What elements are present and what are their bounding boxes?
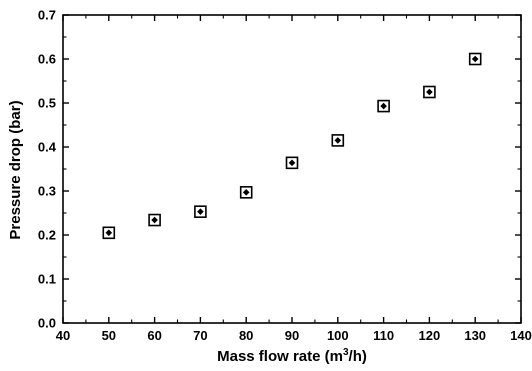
y-tick-label: 0.2 bbox=[38, 228, 56, 243]
data-point-square bbox=[148, 213, 161, 227]
data-point-square bbox=[285, 156, 299, 170]
data-point-dot bbox=[334, 137, 342, 144]
data-point-square bbox=[423, 85, 436, 99]
x-tick-label: 50 bbox=[102, 328, 116, 343]
y-axis-title: Pressure drop (bar) bbox=[7, 100, 24, 239]
data-point-square bbox=[331, 134, 345, 147]
x-axis-title-superscript: 3 bbox=[343, 347, 349, 358]
data-point bbox=[468, 52, 482, 66]
y-tick-label: 0.7 bbox=[38, 8, 56, 23]
y-tick-label: 0.5 bbox=[38, 96, 56, 111]
x-tick-label: 60 bbox=[147, 328, 161, 343]
x-tick-label: 140 bbox=[510, 328, 532, 343]
data-point-dot bbox=[380, 102, 387, 110]
data-point bbox=[239, 186, 253, 199]
data-point-dot bbox=[105, 229, 113, 237]
x-tick-label: 110 bbox=[373, 328, 394, 343]
x-axis-title-tail: /h) bbox=[349, 348, 367, 365]
x-tick-label: 120 bbox=[419, 328, 441, 343]
x-tick-label: 130 bbox=[464, 328, 486, 343]
data-point-dot bbox=[151, 216, 158, 224]
data-points bbox=[102, 52, 482, 240]
data-point-dot bbox=[197, 208, 204, 215]
x-axis-title: Mass flow rate (m3/h) bbox=[217, 347, 367, 365]
x-axis-title-main: Mass flow rate (m bbox=[217, 348, 343, 365]
data-point-square bbox=[239, 186, 253, 199]
data-point-dot bbox=[471, 55, 479, 63]
y-tick-label: 0.6 bbox=[38, 52, 56, 67]
data-point-square bbox=[377, 99, 390, 113]
data-point bbox=[285, 156, 299, 170]
y-tick-label: 0.0 bbox=[38, 316, 56, 331]
y-tick-label: 0.3 bbox=[38, 184, 56, 199]
data-point-square bbox=[102, 226, 116, 240]
data-point bbox=[377, 99, 390, 113]
y-tick-label: 0.1 bbox=[38, 272, 56, 287]
y-tick-label: 0.4 bbox=[38, 140, 57, 155]
x-tick-label: 80 bbox=[239, 328, 253, 343]
data-point bbox=[423, 85, 436, 99]
data-point-dot bbox=[426, 88, 433, 96]
data-point-square bbox=[194, 205, 207, 218]
data-point bbox=[148, 213, 161, 227]
data-point bbox=[102, 226, 116, 240]
data-point bbox=[331, 134, 345, 147]
x-tick-label: 100 bbox=[327, 328, 349, 343]
data-point-dot bbox=[288, 159, 296, 167]
x-tick-label: 40 bbox=[56, 328, 70, 343]
data-point-square bbox=[468, 52, 482, 66]
data-point bbox=[194, 205, 207, 218]
x-tick-label: 90 bbox=[285, 328, 299, 343]
data-point-dot bbox=[242, 189, 250, 196]
ticks: 40 50 60 70 80 90 100 110 120 130 140 0.0 0.1 0.2 0.3 0… bbox=[38, 8, 532, 344]
x-tick-label: 70 bbox=[193, 328, 207, 343]
